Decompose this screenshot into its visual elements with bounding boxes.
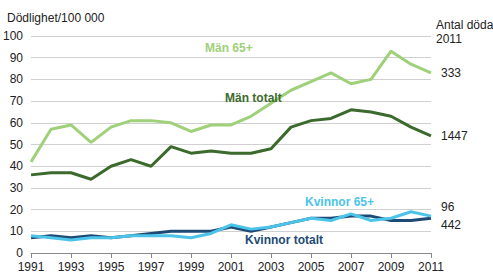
svg-text:0: 0: [16, 246, 23, 260]
svg-text:1995: 1995: [98, 260, 125, 274]
svg-text:70: 70: [10, 94, 24, 108]
svg-text:1991: 1991: [18, 260, 45, 274]
svg-text:1993: 1993: [58, 260, 85, 274]
svg-text:Antal döda: Antal döda: [436, 18, 493, 32]
svg-text:2011: 2011: [436, 32, 462, 46]
svg-text:50: 50: [10, 138, 24, 152]
svg-text:1447: 1447: [441, 129, 468, 143]
svg-text:90: 90: [10, 51, 24, 65]
svg-text:Dödlighet/100 000: Dödlighet/100 000: [7, 11, 105, 25]
svg-text:2001: 2001: [218, 260, 245, 274]
svg-text:2003: 2003: [258, 260, 285, 274]
svg-text:Kvinnor 65+: Kvinnor 65+: [305, 195, 374, 209]
svg-text:20: 20: [10, 203, 24, 217]
svg-text:2005: 2005: [298, 260, 325, 274]
svg-text:Män 65+: Män 65+: [205, 41, 253, 55]
svg-text:1997: 1997: [138, 260, 165, 274]
svg-text:10: 10: [10, 224, 24, 238]
svg-text:30: 30: [10, 181, 24, 195]
svg-text:2011: 2011: [418, 260, 444, 274]
svg-text:Kvinnor totalt: Kvinnor totalt: [245, 233, 323, 247]
svg-text:60: 60: [10, 116, 24, 130]
svg-text:333: 333: [441, 66, 461, 80]
svg-text:442: 442: [441, 218, 461, 232]
svg-text:2009: 2009: [378, 260, 405, 274]
svg-text:96: 96: [441, 200, 455, 214]
svg-text:80: 80: [10, 72, 24, 86]
svg-text:Män totalt: Män totalt: [225, 91, 282, 105]
svg-text:40: 40: [10, 159, 24, 173]
svg-text:1999: 1999: [178, 260, 205, 274]
svg-text:100: 100: [3, 29, 23, 43]
svg-text:2007: 2007: [338, 260, 365, 274]
